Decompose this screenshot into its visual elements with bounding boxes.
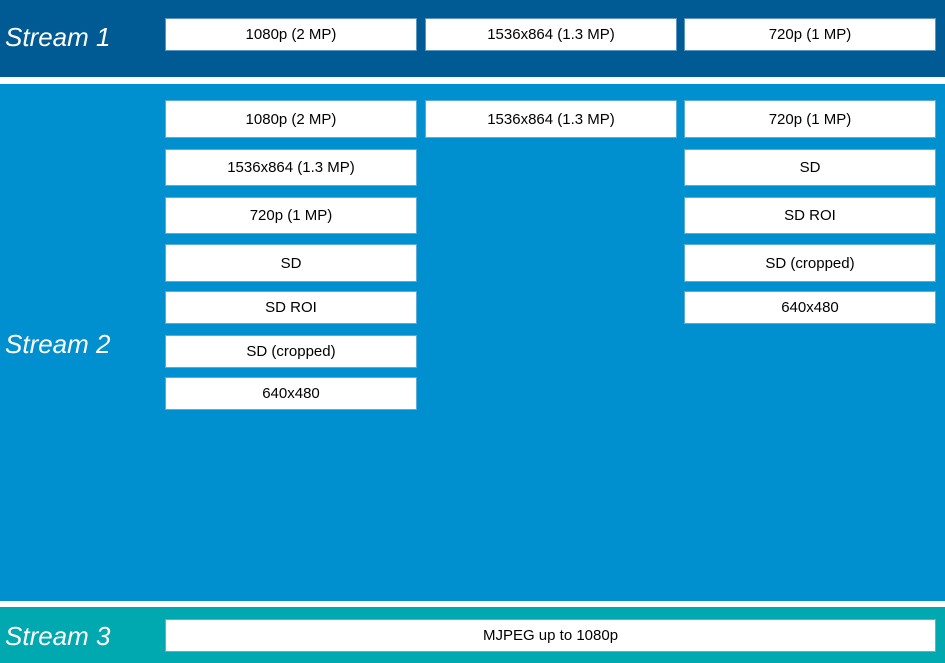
stream-1-option: 1080p (2 MP) — [166, 19, 416, 50]
stream-2-label: Stream 2 — [5, 329, 111, 359]
stream-2-option: SD — [166, 245, 416, 281]
stream-2-option: 640x480 — [685, 292, 935, 323]
stream-2-option: SD (cropped) — [166, 336, 416, 367]
stream-3-label: Stream 3 — [5, 621, 111, 651]
stream-1-label: Stream 1 — [5, 22, 111, 52]
stream-2-option: 720p (1 MP) — [685, 101, 935, 137]
stream-2-option: 1536x864 (1.3 MP) — [426, 101, 676, 137]
stream-2-option: SD (cropped) — [685, 245, 935, 281]
stream-2-option: 720p (1 MP) — [166, 198, 416, 233]
stream-1-option: 1536x864 (1.3 MP) — [426, 19, 676, 50]
stream-3-option: MJPEG up to 1080p — [166, 620, 935, 651]
stream-3-band: Stream 3 MJPEG up to 1080p — [0, 607, 945, 663]
stream-2-option: 1536x864 (1.3 MP) — [166, 150, 416, 185]
stream-1-option: 720p (1 MP) — [685, 19, 935, 50]
stream-1-band: Stream 1 1080p (2 MP) 1536x864 (1.3 MP) … — [0, 0, 945, 77]
stream-2-option: 640x480 — [166, 378, 416, 409]
stream-2-option: SD ROI — [166, 292, 416, 323]
stream-2-band: Stream 2 1080p (2 MP) 1536x864 (1.3 MP) … — [0, 84, 945, 601]
stream-2-option: SD — [685, 150, 935, 185]
stream-2-option: 1080p (2 MP) — [166, 101, 416, 137]
stream-2-option: SD ROI — [685, 198, 935, 233]
